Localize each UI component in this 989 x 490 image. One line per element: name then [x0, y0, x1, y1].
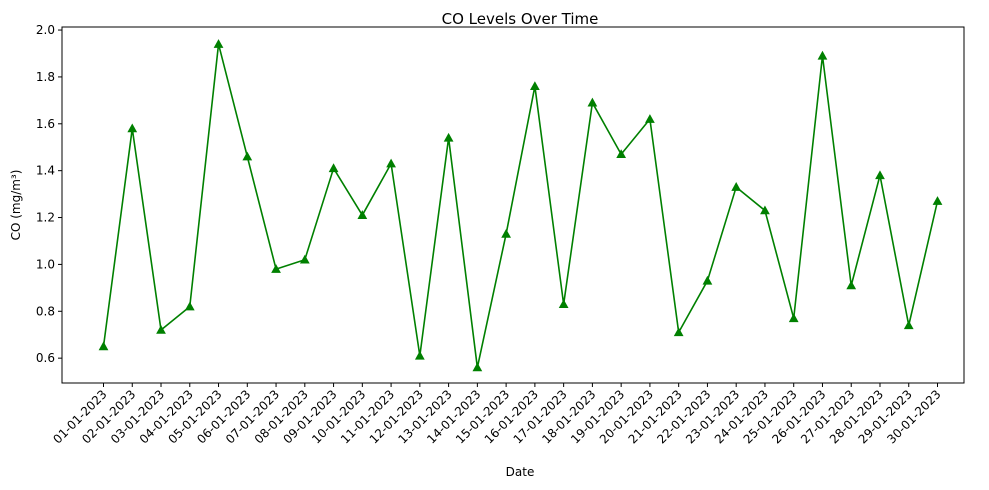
data-point-marker	[530, 81, 540, 91]
data-point-marker	[414, 350, 425, 360]
data-point-marker	[616, 149, 627, 159]
data-point-marker	[673, 327, 684, 337]
y-axis-ticks: 0.6 0.8 1.0 1.2 1.4 1.6 1.8 2.0	[36, 23, 62, 365]
data-point-marker	[357, 210, 368, 219]
data-point-marker	[875, 170, 885, 180]
data-point-marker	[932, 196, 943, 205]
data-point-marker	[760, 205, 770, 215]
y-tick-label: 1.4	[36, 164, 55, 178]
data-point-marker	[501, 228, 511, 238]
y-tick-label: 2.0	[36, 23, 55, 37]
x-axis-ticks: 01-01-202302-01-202303-01-202304-01-2023…	[50, 383, 944, 446]
series-layer	[98, 39, 943, 372]
data-point-marker	[386, 158, 396, 168]
data-point-marker	[788, 313, 799, 323]
data-point-marker	[731, 182, 742, 191]
data-point-marker	[242, 151, 253, 161]
data-point-marker	[903, 320, 914, 330]
data-point-marker	[156, 325, 166, 334]
data-point-marker	[817, 50, 828, 60]
y-tick-label: 0.6	[36, 351, 55, 365]
data-point-marker	[702, 275, 713, 285]
data-point-marker	[271, 264, 281, 273]
y-tick-label: 1.8	[36, 70, 55, 84]
data-point-marker	[213, 39, 224, 48]
chart-title: CO Levels Over Time	[442, 10, 599, 28]
data-point-marker	[645, 114, 655, 123]
data-point-marker	[472, 362, 483, 372]
plot-area	[61, 26, 965, 384]
series-line	[102, 43, 939, 369]
y-axis-label: CO (mg/m³)	[9, 170, 23, 241]
data-point-marker	[846, 280, 857, 290]
y-tick-label: 0.8	[36, 304, 55, 318]
data-point-marker	[443, 132, 454, 142]
x-axis-label: Date	[506, 465, 535, 479]
data-point-marker	[299, 254, 310, 264]
data-point-marker	[98, 341, 109, 351]
y-tick-label: 1.2	[36, 211, 55, 225]
y-tick-label: 1.6	[36, 117, 55, 131]
data-point-marker	[184, 301, 195, 311]
y-tick-label: 1.0	[36, 257, 55, 271]
data-point-marker	[558, 299, 569, 309]
data-point-marker	[587, 97, 598, 107]
data-point-marker	[127, 123, 138, 133]
data-point-marker	[328, 163, 339, 173]
